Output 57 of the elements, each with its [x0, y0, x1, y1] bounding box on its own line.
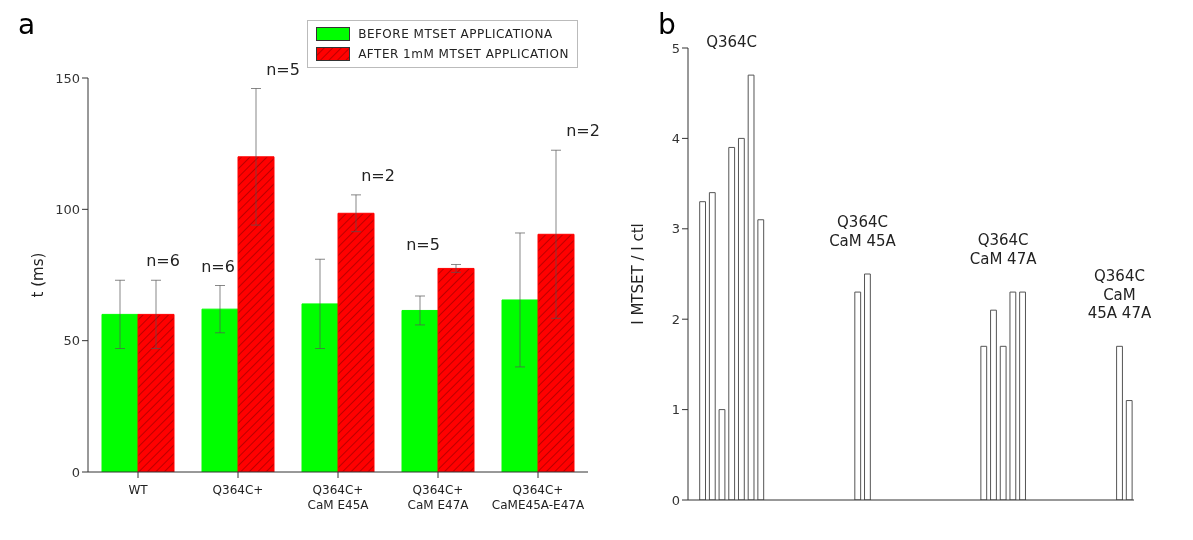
annotation: n=6: [201, 256, 235, 276]
x-tick-label: Q364C+ CaM E47A: [407, 483, 470, 512]
bar: [537, 233, 575, 472]
bar: [101, 313, 139, 472]
bar: [699, 201, 707, 500]
bar: [990, 309, 997, 500]
y-tick-label: 0: [671, 492, 680, 508]
bar: [718, 409, 726, 500]
bar: [737, 137, 745, 500]
chart-title: b: [658, 8, 676, 41]
bar: [1019, 291, 1026, 500]
bar: [301, 303, 339, 472]
y-tick-label: 150: [55, 70, 80, 86]
bar: [501, 299, 539, 472]
annotation: Q364C CaM 45A: [829, 213, 897, 250]
y-tick-label: 1: [671, 402, 680, 418]
y-tick-label: 0: [71, 464, 80, 480]
bar: [854, 291, 862, 500]
y-tick-label: 2: [671, 311, 680, 327]
legend-label: AFTER 1mM MTSET APPLICATION: [358, 46, 569, 63]
annotation: n=5: [266, 59, 300, 79]
y-tick-label: 50: [63, 333, 80, 349]
bar: [201, 308, 239, 472]
y-tick-label: 5: [671, 40, 680, 56]
bar: [728, 146, 736, 500]
bar: [1116, 345, 1123, 500]
bar: [999, 345, 1007, 500]
bar: [1125, 400, 1133, 500]
bar: [237, 156, 275, 472]
annotation: n=5: [406, 235, 440, 255]
y-axis-title: I MTSET / I ctl: [629, 223, 648, 325]
annotation: Q364C CaM 45A 47A: [1087, 266, 1152, 323]
bar: [757, 219, 765, 500]
x-tick-label: Q364C+ CaM E45A: [307, 483, 370, 512]
x-tick-label: Q364C+: [212, 483, 264, 497]
annotation: n=2: [566, 121, 600, 141]
y-tick-label: 4: [671, 131, 680, 147]
bar: [708, 192, 716, 500]
bar: [747, 74, 755, 500]
x-tick-label: WT: [128, 483, 149, 497]
annotation: n=2: [361, 165, 395, 185]
bar: [437, 267, 475, 472]
annotation: n=6: [146, 251, 180, 271]
annotation: Q364C CaM 47A: [969, 231, 1038, 269]
bar: [337, 212, 375, 472]
x-tick-label: Q364C+ CaME45A-E47A: [491, 483, 585, 512]
y-tick-label: 100: [55, 201, 80, 217]
bar: [401, 309, 439, 472]
bar: [1009, 291, 1017, 500]
legend-label: BEFORE MTSET APPLICATIONA: [358, 26, 553, 43]
bar: [137, 313, 175, 472]
y-tick-label: 3: [671, 221, 680, 237]
chart-title: a: [18, 8, 36, 41]
bar: [980, 345, 988, 500]
bar: [864, 273, 871, 500]
y-axis-title: t (ms): [29, 252, 48, 298]
annotation: Q364C: [706, 33, 758, 52]
